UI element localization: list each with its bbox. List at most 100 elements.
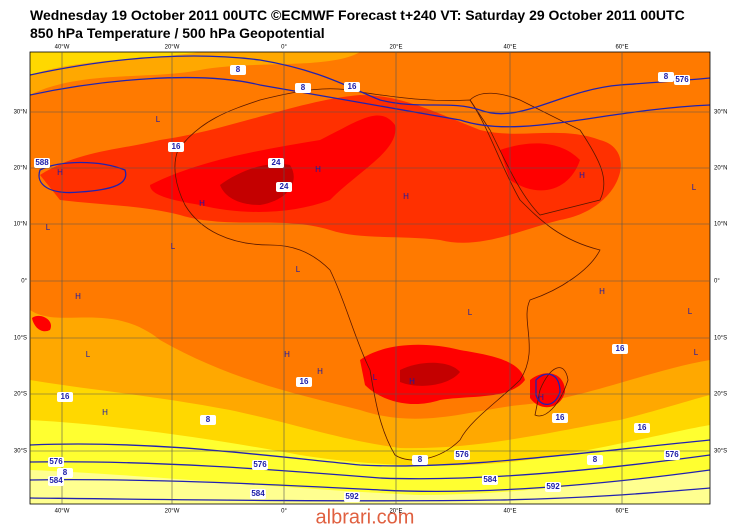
title: Wednesday 19 October 2011 00UTC ©ECMWF F… [30, 7, 685, 23]
temp-band [220, 163, 294, 205]
graticule [30, 52, 710, 504]
contour-label: 24 [280, 182, 289, 191]
lon-label: 0° [281, 45, 287, 51]
lon-label: 20°E [389, 509, 402, 515]
contour-label: 576 [253, 460, 267, 469]
pressure-marker: H [579, 171, 585, 180]
lat-label: 10°N [14, 222, 27, 228]
contour-label-bg [658, 72, 674, 82]
contour-label-bg [454, 450, 470, 460]
contour-label-bg [545, 482, 561, 492]
contour-label: 16 [172, 142, 181, 151]
temp-band [30, 470, 710, 504]
map-field [30, 52, 710, 504]
pressure-marker: H [317, 367, 323, 376]
pressure-marker: H [75, 292, 81, 301]
pressure-marker: H [102, 408, 108, 417]
temp-band [32, 315, 51, 332]
contour [30, 454, 710, 480]
contour-label: 592 [345, 492, 359, 501]
contour-label-bg [344, 492, 360, 502]
contour-label-bg [48, 457, 64, 467]
lon-label: 60°E [615, 509, 628, 515]
contour [30, 76, 710, 128]
contour-label: 8 [418, 455, 423, 464]
lon-label: 20°W [165, 509, 180, 515]
contour [38, 161, 127, 194]
lat-label: 30°S [714, 449, 727, 455]
lat-label: 10°S [714, 336, 727, 342]
contour [30, 439, 710, 467]
contour-label: 584 [49, 476, 63, 485]
pressure-marker: L [373, 373, 378, 382]
lat-label: 10°S [14, 336, 27, 342]
watermark: albrari.com [316, 506, 415, 526]
contour-label: 8 [236, 65, 241, 74]
pressure-marker: L [171, 242, 176, 251]
lon-label: 40°E [503, 509, 516, 515]
contour-label-bg [252, 460, 268, 470]
contour-label: 16 [300, 377, 309, 386]
contour-label: 576 [675, 75, 689, 84]
lat-label: 20°S [714, 392, 727, 398]
lon-label: 20°W [165, 45, 180, 51]
lat-label: 30°N [714, 110, 727, 116]
lat-label: 0° [21, 279, 27, 285]
contour-label-bg [268, 158, 284, 168]
contour [30, 55, 710, 115]
lat-label: 20°N [714, 166, 727, 172]
contour-label-bg [250, 489, 266, 499]
subtitle: 850 hPa Temperature / 500 hPa Geopotenti… [30, 25, 325, 41]
contour-label: 592 [546, 482, 560, 491]
contour-label-bg [344, 82, 360, 92]
pressure-marker: L [468, 308, 473, 317]
contour-label: 576 [49, 457, 63, 466]
contour-label: 16 [348, 82, 357, 91]
pressure-marker: H [315, 165, 321, 174]
contour-label-bg [34, 158, 50, 168]
lon-label: 40°W [55, 45, 70, 51]
contour-label: 16 [638, 423, 647, 432]
contour-label: 576 [665, 450, 679, 459]
pressure-marker: L [46, 223, 51, 232]
contour-label-bg [48, 476, 64, 486]
contour-label: 16 [616, 344, 625, 353]
contour-label-bg [295, 83, 311, 93]
contour-label-bg [612, 344, 628, 354]
contour-label: 584 [483, 475, 497, 484]
map-frame [29, 51, 711, 505]
lon-label: 40°W [55, 509, 70, 515]
contour-label: 8 [664, 72, 669, 81]
lat-label: 20°S [14, 392, 27, 398]
contour-label-bg [674, 75, 690, 85]
pressure-marker: H [409, 377, 415, 386]
pressure-marker: L [694, 348, 699, 357]
contour-label-bg [634, 423, 650, 433]
contour-label: 24 [272, 158, 281, 167]
contour-label: 16 [61, 392, 70, 401]
lat-label: 0° [714, 279, 720, 285]
labels: 40°W 40°W 20°W 20°W 0° 0° 20°E 20°E 40°E 40°E 60°E… [14, 45, 728, 515]
contour-label-bg [412, 455, 428, 465]
lon-label: 0° [281, 509, 287, 515]
pressure-marker: H [284, 350, 290, 359]
contour-label-bg [276, 182, 292, 192]
temp-band [500, 143, 580, 191]
temp-band [400, 362, 460, 386]
contour-label: 8 [206, 415, 211, 424]
contour-label: 8 [301, 83, 306, 92]
contour-label-bg [200, 415, 216, 425]
contour-label-bg [296, 377, 312, 387]
contour-label: 584 [251, 489, 265, 498]
pressure-marker: L [156, 115, 161, 124]
contour-label-bg [57, 468, 73, 478]
contour-label: 588 [35, 158, 49, 167]
pressure-marker: H [403, 192, 409, 201]
pressure-marker: L [296, 265, 301, 274]
contour-label-bg [664, 450, 680, 460]
pressure-marker: H [538, 393, 544, 402]
pressure-marker: H [57, 168, 63, 177]
temp-band [30, 52, 200, 75]
coastline [174, 88, 601, 461]
